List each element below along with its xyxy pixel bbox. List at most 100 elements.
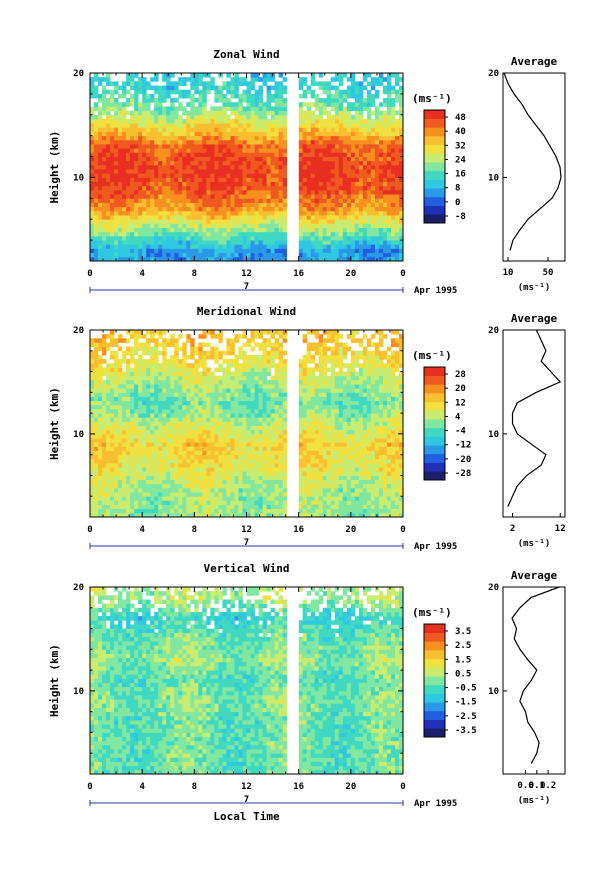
heatmap-cell — [314, 81, 320, 86]
heatmap-cell — [306, 198, 312, 203]
heatmap-cell — [126, 363, 131, 368]
heatmap-cell — [106, 400, 111, 406]
heatmap-cell — [250, 454, 255, 460]
heatmap-cell — [250, 106, 255, 111]
heatmap-cell — [218, 210, 223, 216]
heatmap-cell — [126, 152, 131, 157]
heatmap-cell — [338, 194, 344, 199]
heatmap-cell — [194, 156, 199, 162]
heatmap-cell — [178, 77, 183, 82]
heatmap-cell — [102, 131, 107, 137]
heatmap-cell — [142, 123, 147, 128]
heatmap-cell — [134, 496, 139, 501]
heatmap-cell — [202, 235, 207, 241]
heatmap-cell — [278, 248, 284, 254]
heatmap-cell — [274, 152, 279, 157]
heatmap-cell — [230, 152, 235, 157]
heatmap-cell — [98, 408, 103, 414]
heatmap-cell — [166, 471, 171, 476]
heatmap-cell — [154, 417, 159, 422]
heatmap-cell — [326, 215, 332, 220]
heatmap-cell — [254, 256, 259, 262]
heatmap-cell — [386, 144, 392, 149]
heatmap-cell — [338, 181, 344, 187]
heatmap-cell — [126, 256, 131, 262]
heatmap-cell — [234, 240, 239, 245]
heatmap-cell — [174, 467, 179, 472]
heatmap-cell — [90, 219, 95, 224]
heatmap-cell — [202, 475, 207, 480]
heatmap-cell — [346, 244, 352, 249]
heatmap-cell — [238, 404, 243, 410]
heatmap-cell — [306, 118, 312, 124]
heatmap-cell — [370, 223, 376, 228]
heatmap-cell — [250, 248, 255, 254]
heatmap-cell — [254, 127, 259, 132]
heatmap-cell — [194, 475, 199, 480]
x-tick-label: 20 — [345, 269, 356, 279]
heatmap-cell — [378, 127, 384, 132]
heatmap-cell — [162, 438, 167, 443]
heatmap-cell — [202, 160, 207, 166]
heatmap-cell — [114, 227, 119, 233]
heatmap-cell — [142, 458, 147, 464]
heatmap-cell — [242, 371, 247, 377]
heatmap-cell — [358, 85, 364, 91]
heatmap-cell — [338, 73, 344, 78]
heatmap-cell — [198, 185, 203, 191]
heatmap-cell — [154, 446, 159, 451]
heatmap-cell — [166, 413, 171, 418]
heatmap-cell — [274, 173, 279, 178]
heatmap-cell — [90, 371, 95, 377]
colorbar-swatch — [424, 188, 445, 198]
heatmap-cell — [170, 375, 175, 381]
heatmap-cell — [354, 206, 360, 212]
heatmap-cell — [182, 156, 187, 162]
heatmap-cell — [346, 252, 352, 258]
heatmap-cell — [130, 367, 135, 372]
heatmap-cell — [178, 408, 183, 414]
heatmap-cell — [246, 98, 251, 103]
heatmap-cell — [202, 508, 207, 514]
heatmap-cell — [142, 433, 147, 439]
heatmap-cell — [166, 227, 171, 233]
heatmap-cell — [94, 375, 99, 381]
heatmap-cell — [154, 375, 159, 381]
heatmap-cell — [318, 127, 324, 132]
heatmap-cell — [274, 106, 279, 111]
heatmap-cell — [226, 425, 231, 431]
heatmap-cell — [114, 181, 119, 187]
heatmap-cell — [366, 106, 372, 111]
heatmap-cell — [238, 139, 243, 145]
heatmap-cell — [146, 189, 151, 195]
heatmap-cell — [110, 396, 115, 402]
heatmap-cell — [346, 164, 352, 170]
heatmap-cell — [106, 413, 111, 418]
heatmap-cell — [254, 504, 259, 510]
heatmap-cell — [274, 240, 279, 245]
heatmap-cell — [218, 206, 223, 212]
heatmap-cell — [246, 139, 251, 145]
heatmap-cell — [366, 123, 372, 128]
heatmap-cell — [342, 198, 348, 203]
heatmap-cell — [138, 396, 143, 402]
heatmap-cell — [282, 189, 288, 195]
heatmap-cell — [202, 404, 207, 410]
heatmap-cell — [398, 98, 404, 103]
heatmap-cell — [382, 144, 388, 149]
heatmap-cell — [314, 248, 320, 254]
heatmap-cell — [126, 127, 131, 132]
heatmap-cell — [118, 181, 123, 187]
heatmap-cell — [102, 388, 107, 393]
heatmap-cell — [142, 413, 147, 418]
heatmap-cell — [242, 177, 247, 183]
heatmap-cell — [118, 160, 123, 166]
heatmap-cell — [354, 189, 360, 195]
heatmap-cell — [346, 127, 352, 132]
heatmap-cell — [374, 215, 380, 220]
heatmap-cell — [362, 240, 368, 245]
heatmap-cell — [138, 227, 143, 233]
heatmap-cell — [386, 248, 392, 254]
heatmap-cell — [214, 152, 219, 157]
heatmap-cell — [206, 173, 211, 178]
